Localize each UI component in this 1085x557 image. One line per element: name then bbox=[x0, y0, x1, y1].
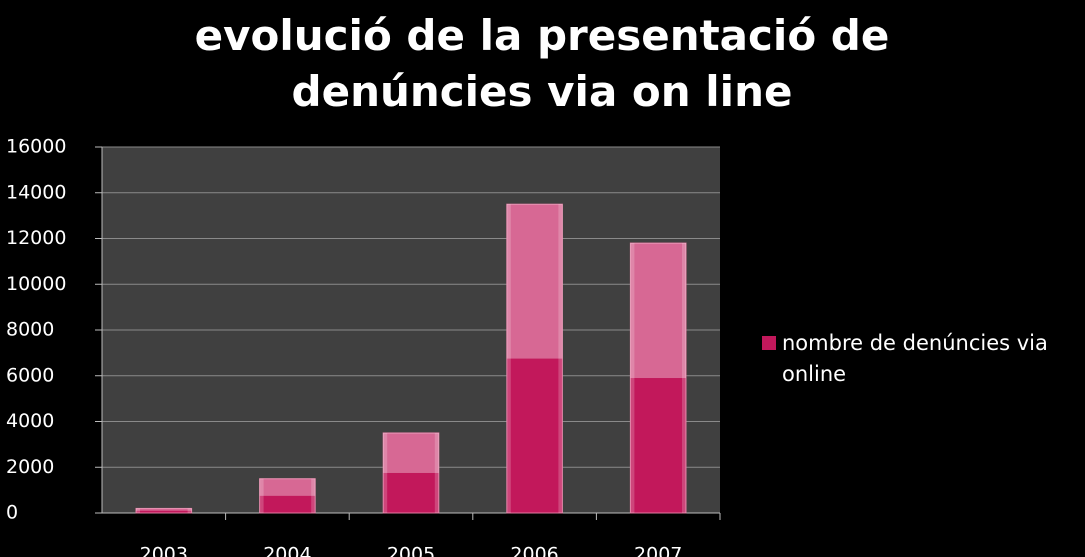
legend-swatch bbox=[762, 336, 776, 350]
x-tick-label: 2004 bbox=[263, 544, 311, 557]
y-tick-label: 16000 bbox=[6, 136, 66, 158]
chart-title: evolució de la presentació de denúncies … bbox=[194, 11, 890, 116]
bar-edge bbox=[383, 432, 388, 513]
y-tick-label: 8000 bbox=[6, 319, 54, 341]
x-tick-label: 2007 bbox=[634, 544, 682, 557]
bar-edge bbox=[311, 478, 316, 513]
bar-edge bbox=[434, 432, 439, 513]
bar-highlight bbox=[383, 432, 439, 473]
x-tick-label: 2006 bbox=[510, 544, 558, 557]
bar-edge bbox=[682, 243, 687, 513]
y-tick-label: 0 bbox=[6, 502, 18, 524]
bar-edge bbox=[187, 508, 192, 513]
bar-edge bbox=[259, 478, 264, 513]
y-tick-label: 12000 bbox=[6, 227, 66, 249]
bar bbox=[506, 203, 563, 514]
bar bbox=[629, 242, 687, 514]
bar-edge bbox=[630, 243, 635, 513]
bar-edge bbox=[506, 204, 511, 513]
x-tick-label: 2005 bbox=[387, 544, 435, 557]
bar-highlight bbox=[135, 508, 192, 511]
y-tick-label: 14000 bbox=[6, 181, 66, 203]
y-tick-label: 6000 bbox=[6, 364, 54, 386]
y-tick-label: 4000 bbox=[6, 410, 54, 432]
bar-highlight bbox=[259, 478, 316, 496]
bar bbox=[382, 432, 440, 514]
y-tick-label: 2000 bbox=[6, 456, 54, 478]
bar-highlight bbox=[506, 204, 563, 359]
bar bbox=[135, 507, 193, 514]
x-tick-label: 2003 bbox=[140, 544, 188, 557]
bar-edge bbox=[558, 204, 563, 513]
bar bbox=[259, 478, 316, 514]
bar-edge bbox=[135, 508, 140, 513]
y-tick-label: 10000 bbox=[6, 273, 66, 295]
legend-label: nombre de denúncies via online bbox=[782, 331, 1048, 386]
bar-highlight bbox=[630, 243, 687, 379]
